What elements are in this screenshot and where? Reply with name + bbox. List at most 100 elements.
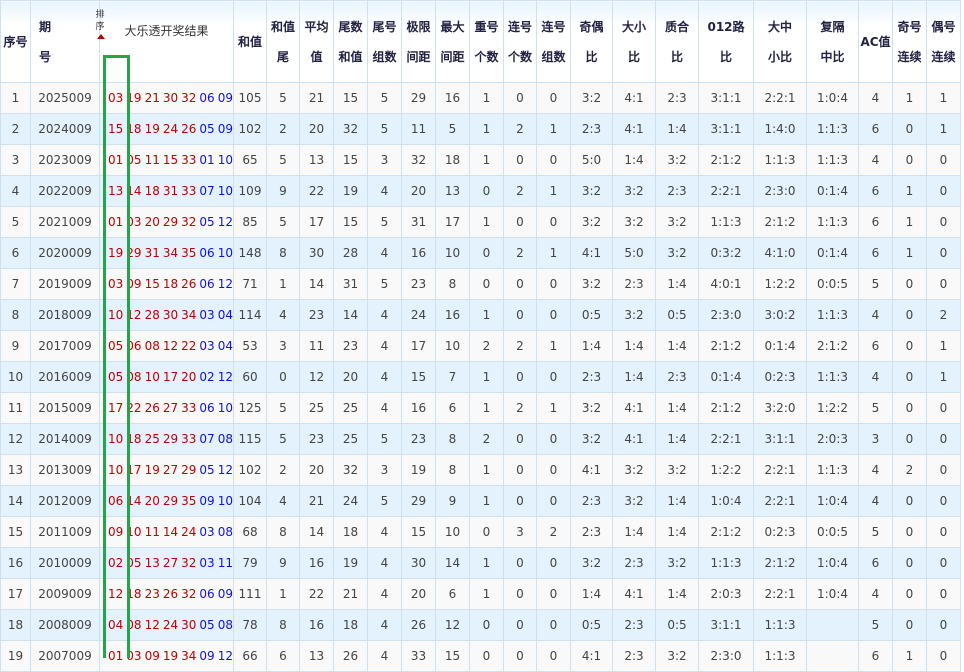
red-ball: 03 (126, 649, 142, 663)
row-stat-7: 0 (503, 547, 537, 579)
row-stat-6: 0 (469, 609, 504, 641)
table-row: 4 2022009 13 14 18 31 33 07 10 109 9 22 19 4 20 13 0 2 1 3:… (0, 175, 961, 207)
row-stat-12: 2:1:2 (698, 144, 754, 176)
sort-label: 排序 (95, 10, 105, 32)
row-stat-0: 5 (266, 206, 300, 238)
row-index: 14 (0, 485, 31, 517)
table-row: 16 2010009 02 05 13 27 32 03 11 79 9 16 19 4 30 14 1 0 0 3:… (0, 547, 961, 579)
red-ball: 18 (162, 277, 179, 291)
row-stat-11: 2:3 (655, 175, 699, 207)
red-ball: 25 (144, 432, 160, 446)
header-period[interactable]: 期 号 排序 (30, 0, 105, 83)
row-stat-15: 6 (858, 640, 893, 672)
header-col-line: 连号 (541, 19, 566, 34)
header-col-line: 和值 (338, 49, 363, 64)
row-stat-4: 32 (401, 144, 436, 176)
row-stat-16: 1 (892, 175, 927, 207)
row-stat-8: 0 (536, 82, 571, 114)
row-stat-8: 2 (536, 516, 571, 548)
row-stat-5: 7 (435, 361, 470, 393)
red-ball: 29 (181, 463, 197, 477)
row-stat-5: 13 (435, 175, 470, 207)
row-stat-12: 2:2:1 (698, 423, 754, 455)
row-stat-5: 6 (435, 392, 470, 424)
row-stat-16: 0 (892, 299, 927, 331)
row-stat-17: 0 (926, 144, 961, 176)
row-period: 2016009 (30, 361, 100, 393)
row-stat-15: 6 (858, 113, 893, 145)
row-stat-2: 20 (333, 361, 368, 393)
red-ball: 01 (108, 649, 124, 663)
row-stat-10: 1:4 (612, 361, 656, 393)
row-stat-11: 0:5 (655, 609, 699, 641)
blue-ball: 12 (217, 277, 233, 291)
row-sum: 60 (233, 361, 267, 393)
red-ball: 10 (108, 432, 124, 446)
row-stat-13: 3:1:1 (753, 423, 807, 455)
red-ball: 26 (144, 401, 160, 415)
row-stat-11: 2:3 (655, 361, 699, 393)
row-stat-3: 4 (367, 237, 402, 269)
row-stat-13: 3:2:0 (753, 392, 807, 424)
row-stat-8: 0 (536, 206, 571, 238)
red-ball: 09 (144, 649, 160, 663)
row-stat-12: 0:1:4 (698, 361, 754, 393)
row-stat-9: 2:3 (570, 361, 613, 393)
row-stat-7: 0 (503, 578, 537, 610)
row-stat-5: 10 (435, 330, 470, 362)
row-stat-9: 2:3 (570, 485, 613, 517)
blue-ball: 03 (199, 308, 215, 322)
sort-button[interactable]: 排序 (95, 9, 105, 39)
red-ball: 11 (144, 525, 160, 539)
row-stat-11: 3:2 (655, 547, 699, 579)
row-period: 2023009 (30, 144, 100, 176)
row-stat-4: 24 (401, 299, 436, 331)
row-stat-3: 5 (367, 206, 402, 238)
row-stat-8: 0 (536, 361, 571, 393)
row-stat-4: 20 (401, 175, 436, 207)
red-ball: 26 (181, 122, 197, 136)
header-col-8: 连号 组数 (536, 0, 571, 83)
row-stat-17: 0 (926, 547, 961, 579)
row-result: 03 09 15 18 26 06 12 (99, 268, 234, 300)
row-stat-9: 3:2 (570, 206, 613, 238)
red-ball: 12 (162, 339, 179, 353)
row-sum: 78 (233, 609, 267, 641)
red-ball: 20 (144, 494, 160, 508)
row-stat-8: 0 (536, 485, 571, 517)
header-col-line: 尾数 (338, 19, 363, 34)
row-stat-12: 2:3:0 (698, 640, 754, 672)
red-ball: 32 (181, 556, 197, 570)
row-period: 2021009 (30, 206, 100, 238)
row-stat-14: 1:1:3 (806, 361, 859, 393)
red-ball: 20 (144, 215, 160, 229)
red-ball: 17 (108, 401, 124, 415)
row-stat-7: 0 (503, 454, 537, 486)
row-stat-3: 4 (367, 392, 402, 424)
row-sum: 125 (233, 392, 267, 424)
row-stat-13: 2:3:0 (753, 175, 807, 207)
row-stat-3: 5 (367, 423, 402, 455)
row-stat-4: 23 (401, 268, 436, 300)
row-stat-15: 5 (858, 268, 893, 300)
red-ball: 06 (108, 494, 124, 508)
red-ball: 15 (108, 122, 124, 136)
red-ball: 06 (126, 339, 142, 353)
header-col-line: 间距 (406, 49, 431, 64)
row-stat-9: 3:2 (570, 423, 613, 455)
header-col-6: 重号 个数 (469, 0, 504, 83)
row-period: 2010009 (30, 547, 100, 579)
row-stat-1: 20 (299, 113, 334, 145)
row-stat-2: 32 (333, 113, 368, 145)
row-stat-1: 14 (299, 516, 334, 548)
row-stat-14: 0:0:5 (806, 268, 859, 300)
row-stat-10: 2:3 (612, 640, 656, 672)
header-col-line: 重号 (474, 19, 499, 34)
row-stat-14: 1:0:4 (806, 547, 859, 579)
row-stat-9: 4:1 (570, 454, 613, 486)
row-stat-11: 1:4 (655, 578, 699, 610)
row-stat-6: 1 (469, 113, 504, 145)
red-ball: 32 (181, 91, 197, 105)
row-stat-14: 1:1:3 (806, 454, 859, 486)
red-ball: 33 (181, 432, 197, 446)
